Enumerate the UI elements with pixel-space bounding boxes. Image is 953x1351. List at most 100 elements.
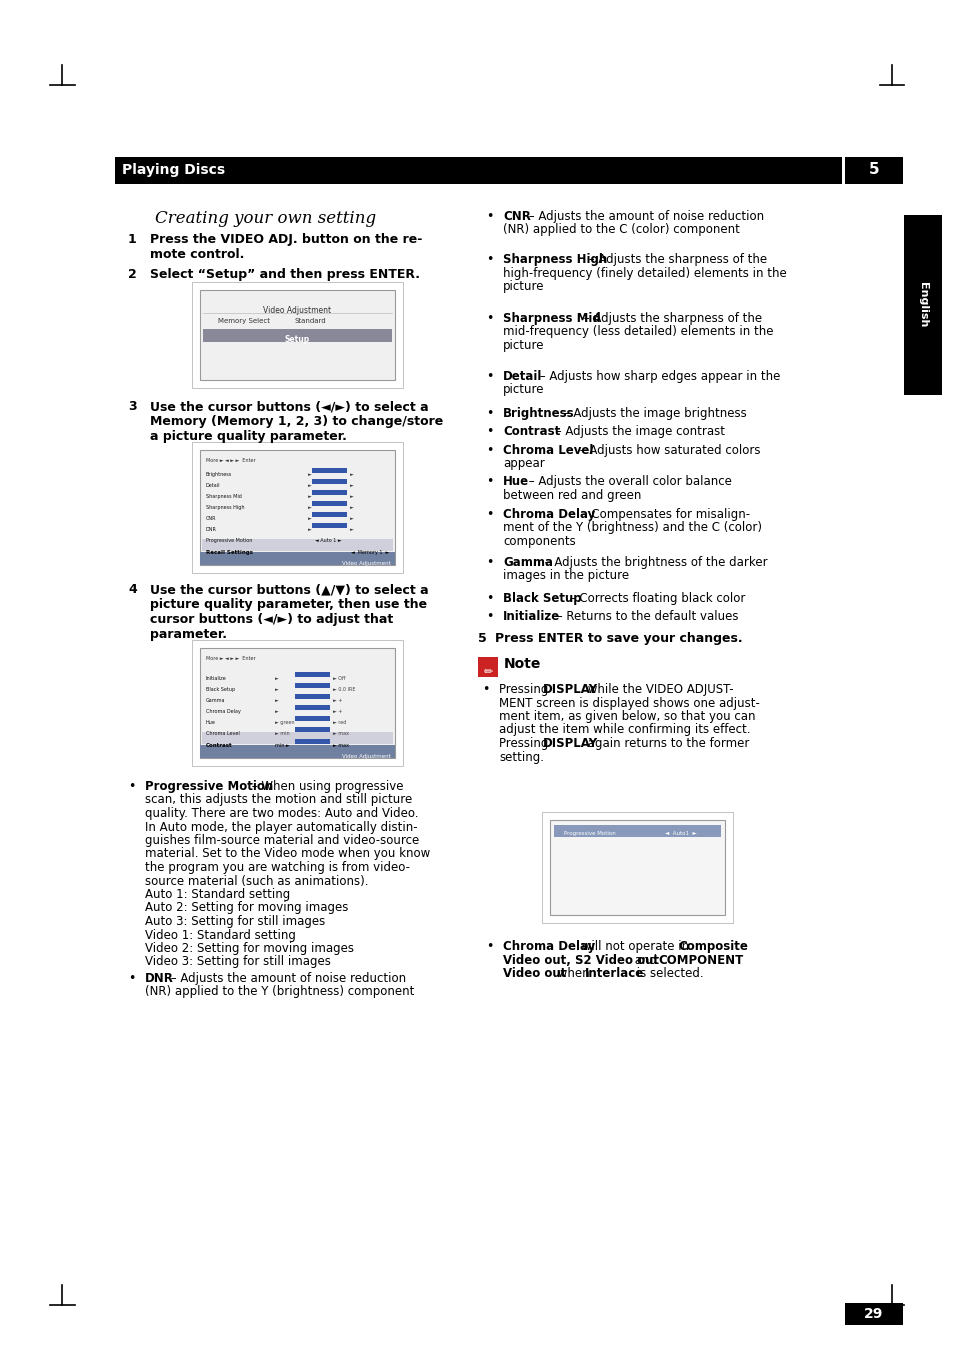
Text: quality. There are two modes: Auto and Video.: quality. There are two modes: Auto and V… [145,807,418,820]
Text: ►: ► [350,494,354,499]
Text: picture quality parameter, then use the: picture quality parameter, then use the [150,598,427,611]
Bar [294,716,330,721]
Bar [200,648,395,758]
Text: 5: 5 [868,162,879,177]
Bar [294,694,330,698]
Text: DISPLAY: DISPLAY [542,738,598,750]
Text: 3: 3 [128,400,136,413]
Text: Sharpness Mid: Sharpness Mid [206,494,242,499]
Text: Gamma: Gamma [206,698,225,703]
Text: ► +: ► + [333,709,342,713]
Text: In Auto mode, the player automatically distin-: In Auto mode, the player automatically d… [145,820,417,834]
Bar [203,330,392,342]
Bar [115,157,841,184]
Text: Contrast: Contrast [502,426,559,438]
Text: is selected.: is selected. [633,967,703,979]
Text: source material (such as animations).: source material (such as animations). [145,874,368,888]
Text: Detail: Detail [206,484,220,488]
Bar [554,825,720,838]
Bar [844,1302,902,1325]
Text: Press ENTER to save your changes.: Press ENTER to save your changes. [495,632,741,644]
Bar [294,739,330,744]
Text: Video 1: Standard setting: Video 1: Standard setting [145,928,295,942]
Text: Black Setup: Black Setup [206,688,234,692]
Text: – Adjusts the sharpness of the: – Adjusts the sharpness of the [584,253,766,266]
Text: picture: picture [502,280,544,293]
Text: Auto 1: Standard setting: Auto 1: Standard setting [145,888,290,901]
Bar [541,812,732,923]
Text: material. Set to the Video mode when you know: material. Set to the Video mode when you… [145,847,430,861]
Bar [200,744,395,758]
Text: images in the picture: images in the picture [502,570,628,582]
Text: Note: Note [503,657,540,671]
Text: English: English [917,282,927,328]
Text: Auto 3: Setting for still images: Auto 3: Setting for still images [145,915,325,928]
Bar [312,512,347,517]
Text: – Adjusts how sharp edges appear in the: – Adjusts how sharp edges appear in the [536,370,780,382]
Text: – Adjusts the overall color balance: – Adjusts the overall color balance [524,476,731,488]
Text: •: • [485,592,493,605]
Text: DNR: DNR [145,971,173,985]
Text: Gamma: Gamma [502,557,553,569]
Text: ► +: ► + [333,698,342,703]
Text: ► Off: ► Off [333,676,345,681]
Text: ► green: ► green [274,720,294,725]
Text: – Adjusts how saturated colors: – Adjusts how saturated colors [576,444,760,457]
Text: guishes film-source material and video-source: guishes film-source material and video-s… [145,834,418,847]
Text: Chroma Delay: Chroma Delay [502,508,595,521]
Text: ►: ► [308,516,312,521]
Text: ►: ► [274,676,280,681]
Text: Contrast: Contrast [206,743,233,748]
Bar [312,467,347,473]
Bar [202,539,393,551]
Text: Pressing: Pressing [498,684,552,696]
Text: a picture quality parameter.: a picture quality parameter. [150,430,347,443]
Text: •: • [485,407,493,420]
Text: ►: ► [308,484,312,488]
Text: ✏: ✏ [483,667,492,677]
Text: CNR: CNR [502,209,530,223]
Text: (NR) applied to the C (color) component: (NR) applied to the C (color) component [502,223,740,236]
Text: •: • [485,370,493,382]
Text: Memory Select: Memory Select [218,317,270,324]
Text: ► max: ► max [333,731,349,736]
Text: Creating your own setting: Creating your own setting [154,209,375,227]
Bar [477,657,497,677]
Text: ►: ► [350,484,354,488]
Text: Video 2: Setting for moving images: Video 2: Setting for moving images [145,942,354,955]
Text: Composite: Composite [678,940,747,952]
Bar [312,501,347,507]
Text: – Adjusts the image brightness: – Adjusts the image brightness [559,407,746,420]
Text: COMPONENT: COMPONENT [658,954,742,966]
Text: ◄ Auto 1 ►: ◄ Auto 1 ► [314,538,341,543]
Text: when: when [554,967,593,979]
Text: – Adjusts the amount of noise reduction: – Adjusts the amount of noise reduction [524,209,763,223]
Text: CNR: CNR [206,516,216,521]
Bar [192,282,402,388]
Text: picture: picture [502,339,544,353]
Text: cursor buttons (◄/►) to adjust that: cursor buttons (◄/►) to adjust that [150,613,393,626]
Text: Playing Discs: Playing Discs [122,163,225,177]
Text: ►: ► [274,698,280,703]
Text: Progressive Motion: Progressive Motion [563,831,615,836]
Bar [200,290,395,380]
Text: Pressing: Pressing [498,738,552,750]
Text: ► max: ► max [333,743,349,748]
Text: ►: ► [350,527,354,532]
Text: parameter.: parameter. [150,628,227,640]
Text: •: • [481,684,489,696]
Bar [200,553,395,565]
Text: Progressive Motion: Progressive Motion [206,538,253,543]
Bar [294,727,330,732]
Text: •: • [485,444,493,457]
Text: Initialize: Initialize [502,611,559,623]
Text: Chroma Delay: Chroma Delay [502,940,595,952]
Text: ment item, as given below, so that you can: ment item, as given below, so that you c… [498,711,755,723]
Text: Auto 2: Setting for moving images: Auto 2: Setting for moving images [145,901,348,915]
Text: Progressive Motion: Progressive Motion [145,780,273,793]
Text: ►: ► [274,709,280,713]
Text: scan, this adjusts the motion and still picture: scan, this adjusts the motion and still … [145,793,412,807]
Text: 1: 1 [128,232,136,246]
Bar [312,490,347,494]
Text: Brightness: Brightness [502,407,574,420]
